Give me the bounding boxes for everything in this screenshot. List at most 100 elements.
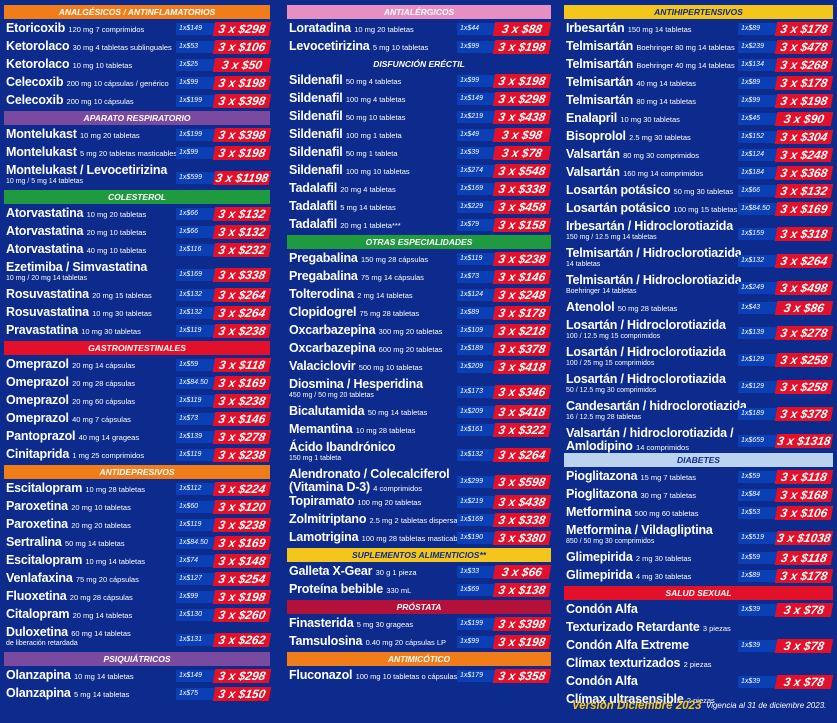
promo-price: 3 x $78 [774, 603, 834, 617]
product-row: Glimepirida 2 mg 30 tabletas 1x$59 3 x $11… [564, 549, 834, 567]
product-subdetail: 100 / 25 mg 15 comprimidos [566, 360, 655, 367]
product-name: Olanzapina 5 mg 14 tabletas [6, 686, 129, 700]
product-name: Ezetimiba / Simvastatina [6, 260, 147, 274]
promo-price: 3 x $598 [492, 475, 552, 489]
product-name: Celecoxib 200 mg 10 cápsulas [6, 93, 134, 107]
product-row: Montelukast 5 mg 20 tabletas masticables… [4, 144, 272, 162]
promo-price: 3 x $458 [492, 200, 552, 214]
product-name: Omeprazol 20 mg 28 cápsulas [6, 375, 135, 389]
product-row: Topiramato 100 mg 20 tabletas 1x$219 3 x $… [287, 493, 552, 511]
promo-price: 3 x $318 [774, 227, 834, 241]
product-name: Sildenafil 100 mg 4 tabletas [289, 91, 405, 105]
product-detail: 50 mg 14 tabletas [64, 539, 125, 548]
product-name-text: Omeprazol [6, 411, 69, 425]
product-name: Valsartán / hidroclorotiazida / [566, 426, 734, 440]
unit-price: 1x$53 [738, 507, 781, 519]
product-name-text: Montelukast / Levocetirizina [6, 163, 168, 177]
product-detail: 10 mg 20 tabletas [86, 210, 147, 219]
product-name: Paroxetina 20 mg 20 tabletas [6, 517, 131, 531]
promo-price: 3 x $78 [492, 146, 552, 160]
validity-note: Vigencia al 31 de diciembre 2023. [706, 701, 827, 710]
product-name: Omeprazol 40 mg 7 cápsulas [6, 411, 131, 425]
product-row: Glimepirida 4 mg 30 tabletas 1x$89 3 x $17… [564, 567, 834, 585]
product-name-text: Omeprazol [6, 375, 69, 389]
product-detail: 80 mg 14 tabletas [636, 97, 696, 106]
product-name-text: Valsartán / hidroclorotiazida / [566, 426, 734, 440]
section-header-gastrointestinales: GASTROINTESTINALES [4, 341, 270, 355]
product-detail: 10 mg 20 tabletas [354, 25, 414, 34]
product-detail: 500 mg 60 tabletas [634, 509, 699, 518]
product-name: Montelukast 10 mg 20 tabletas [6, 127, 140, 141]
product-name: Montelukast / Levocetirizina [6, 163, 167, 177]
section-header-aparato-respiratorio: APARATO RESPIRATORIO [4, 111, 270, 125]
product-name-text: Sildenafil [289, 109, 343, 123]
product-row: Clopidogrel 75 mg 28 tabletas 1x$89 3 x $1… [287, 304, 552, 322]
product-subdetail: 10 mg / 20 mg 14 tabletas [6, 275, 87, 282]
product-name: Pravastatina 10 mg 30 tabletas [6, 323, 141, 337]
product-row: Pregabalina 150 mg 28 cápsulas 1x$119 3 x … [287, 250, 552, 268]
product-name-text: Telmisartán [566, 93, 634, 107]
promo-price: 3 x $238 [492, 252, 552, 266]
product-row: Memantina 10 mg 28 tabletas 1x$161 3 x $32… [287, 421, 552, 439]
product-name-text: Proteína bebible [289, 582, 384, 596]
unit-price: 1x$239 [738, 41, 781, 53]
promo-price: 3 x $146 [492, 270, 552, 284]
unit-price: 1x$132 [738, 255, 781, 267]
product-name-text: Clímax texturizados [566, 656, 681, 670]
product-name-line2: (Vitamina D-3) 4 comprimidos [289, 480, 422, 494]
product-detail: 1 mg 25 comprimidos [72, 451, 145, 460]
product-name: Levocetirizina 5 mg 10 tabletas [289, 39, 428, 53]
product-row: Atenolol 50 mg 28 tabletas 1x$43 3 x $86 [564, 299, 834, 317]
product-detail: 20 mg 10 tabletas [86, 228, 147, 237]
product-name: Fluconazol 100 mg 10 tabletas o cápsulas [289, 668, 457, 682]
promo-price: 3 x $264 [212, 288, 272, 302]
product-name: Sildenafil 100 mg 1 tableta [289, 127, 402, 141]
product-name-text: Atenolol [566, 300, 615, 314]
product-name-text: Tolterodina [289, 287, 354, 301]
promo-price: 3 x $238 [212, 324, 272, 338]
product-name-text: Pregabalina [289, 269, 358, 283]
product-name-text: Alendronato / Colecalciferol [289, 467, 450, 481]
section-header-antimicotico: ANTIMICÓTICO [287, 652, 551, 666]
product-row: Ezetimiba / Simvastatina 10 mg / 20 mg 14… [4, 259, 272, 286]
promo-price: 3 x $178 [774, 76, 834, 90]
product-name-text: Telmisartán [566, 75, 634, 89]
product-detail: 80 mg 30 comprimidos [623, 151, 699, 160]
promo-price: 3 x $106 [212, 40, 272, 54]
product-name-text: Metformina [566, 505, 632, 519]
product-name-text: Telmisartán [566, 39, 634, 53]
product-row: Atorvastatina 20 mg 10 tabletas 1x$66 3 x … [4, 223, 272, 241]
product-name-line2: Amlodipino 14 comprimidos [566, 439, 689, 453]
product-row: Pioglitazona 30 mg 7 tabletas 1x$84 3 x $1… [564, 486, 834, 504]
product-row: Fluoxetina 20 mg 28 cápsulas 1x$99 3 x $19… [4, 588, 272, 606]
promo-price: 3 x $1198 [212, 171, 272, 185]
product-detail: 30 mg 7 tabletas [640, 491, 696, 500]
product-name-text: Montelukast [6, 127, 77, 141]
product-row: Losartán potásico 100 mg 15 tabletas 1x$8… [564, 200, 834, 218]
product-name-text: Clímax ultrasensible [566, 692, 684, 706]
product-name-text: Pioglitazona [566, 469, 638, 483]
product-detail: 50 mg 28 tabletas [617, 304, 678, 313]
promo-price: 3 x $380 [492, 531, 552, 545]
product-row: Valsartán / hidroclorotiazida / Amlodipin… [564, 425, 834, 453]
product-detail: 50 mg 10 tabletas [345, 113, 406, 122]
product-detail: 20 mg 14 cápsulas [72, 361, 136, 370]
product-name: Condón Alfa Extreme [566, 638, 689, 652]
product-row: Cinitaprida 1 mg 25 comprimidos 1x$119 3 x… [4, 446, 272, 464]
product-row: Enalapril 10 mg 30 tabletas 1x$45 3 x $90 [564, 110, 834, 128]
promo-price: 3 x $178 [492, 306, 552, 320]
product-subdetail: 10 mg / 5 mg 14 tabletas [6, 178, 84, 185]
product-row: Texturizado Retardante 3 piezas [564, 619, 833, 637]
product-detail: 40 mg 14 grageas [78, 433, 140, 442]
product-detail: Boehringer 80 mg 14 tabletas [636, 43, 735, 52]
promo-price: 3 x $158 [492, 218, 552, 232]
product-row: Sildenafil 100 mg 10 tabletas 1x$274 3 x $… [287, 162, 552, 180]
promo-price: 3 x $298 [212, 22, 272, 36]
product-name: Telmisartán 40 mg 14 tabletas [566, 75, 696, 89]
product-detail: 50 mg 14 tabletas [367, 408, 428, 417]
product-name: Venlafaxina 75 mg 20 cápsulas [6, 571, 139, 585]
product-row: Tamsulosina 0.40 mg 20 cápsulas LP 1x$99 3… [287, 633, 552, 651]
promo-price: 3 x $106 [774, 506, 834, 520]
product-name: Enalapril 10 mg 30 tabletas [566, 111, 680, 125]
unit-price: 1x$60 [176, 501, 219, 513]
